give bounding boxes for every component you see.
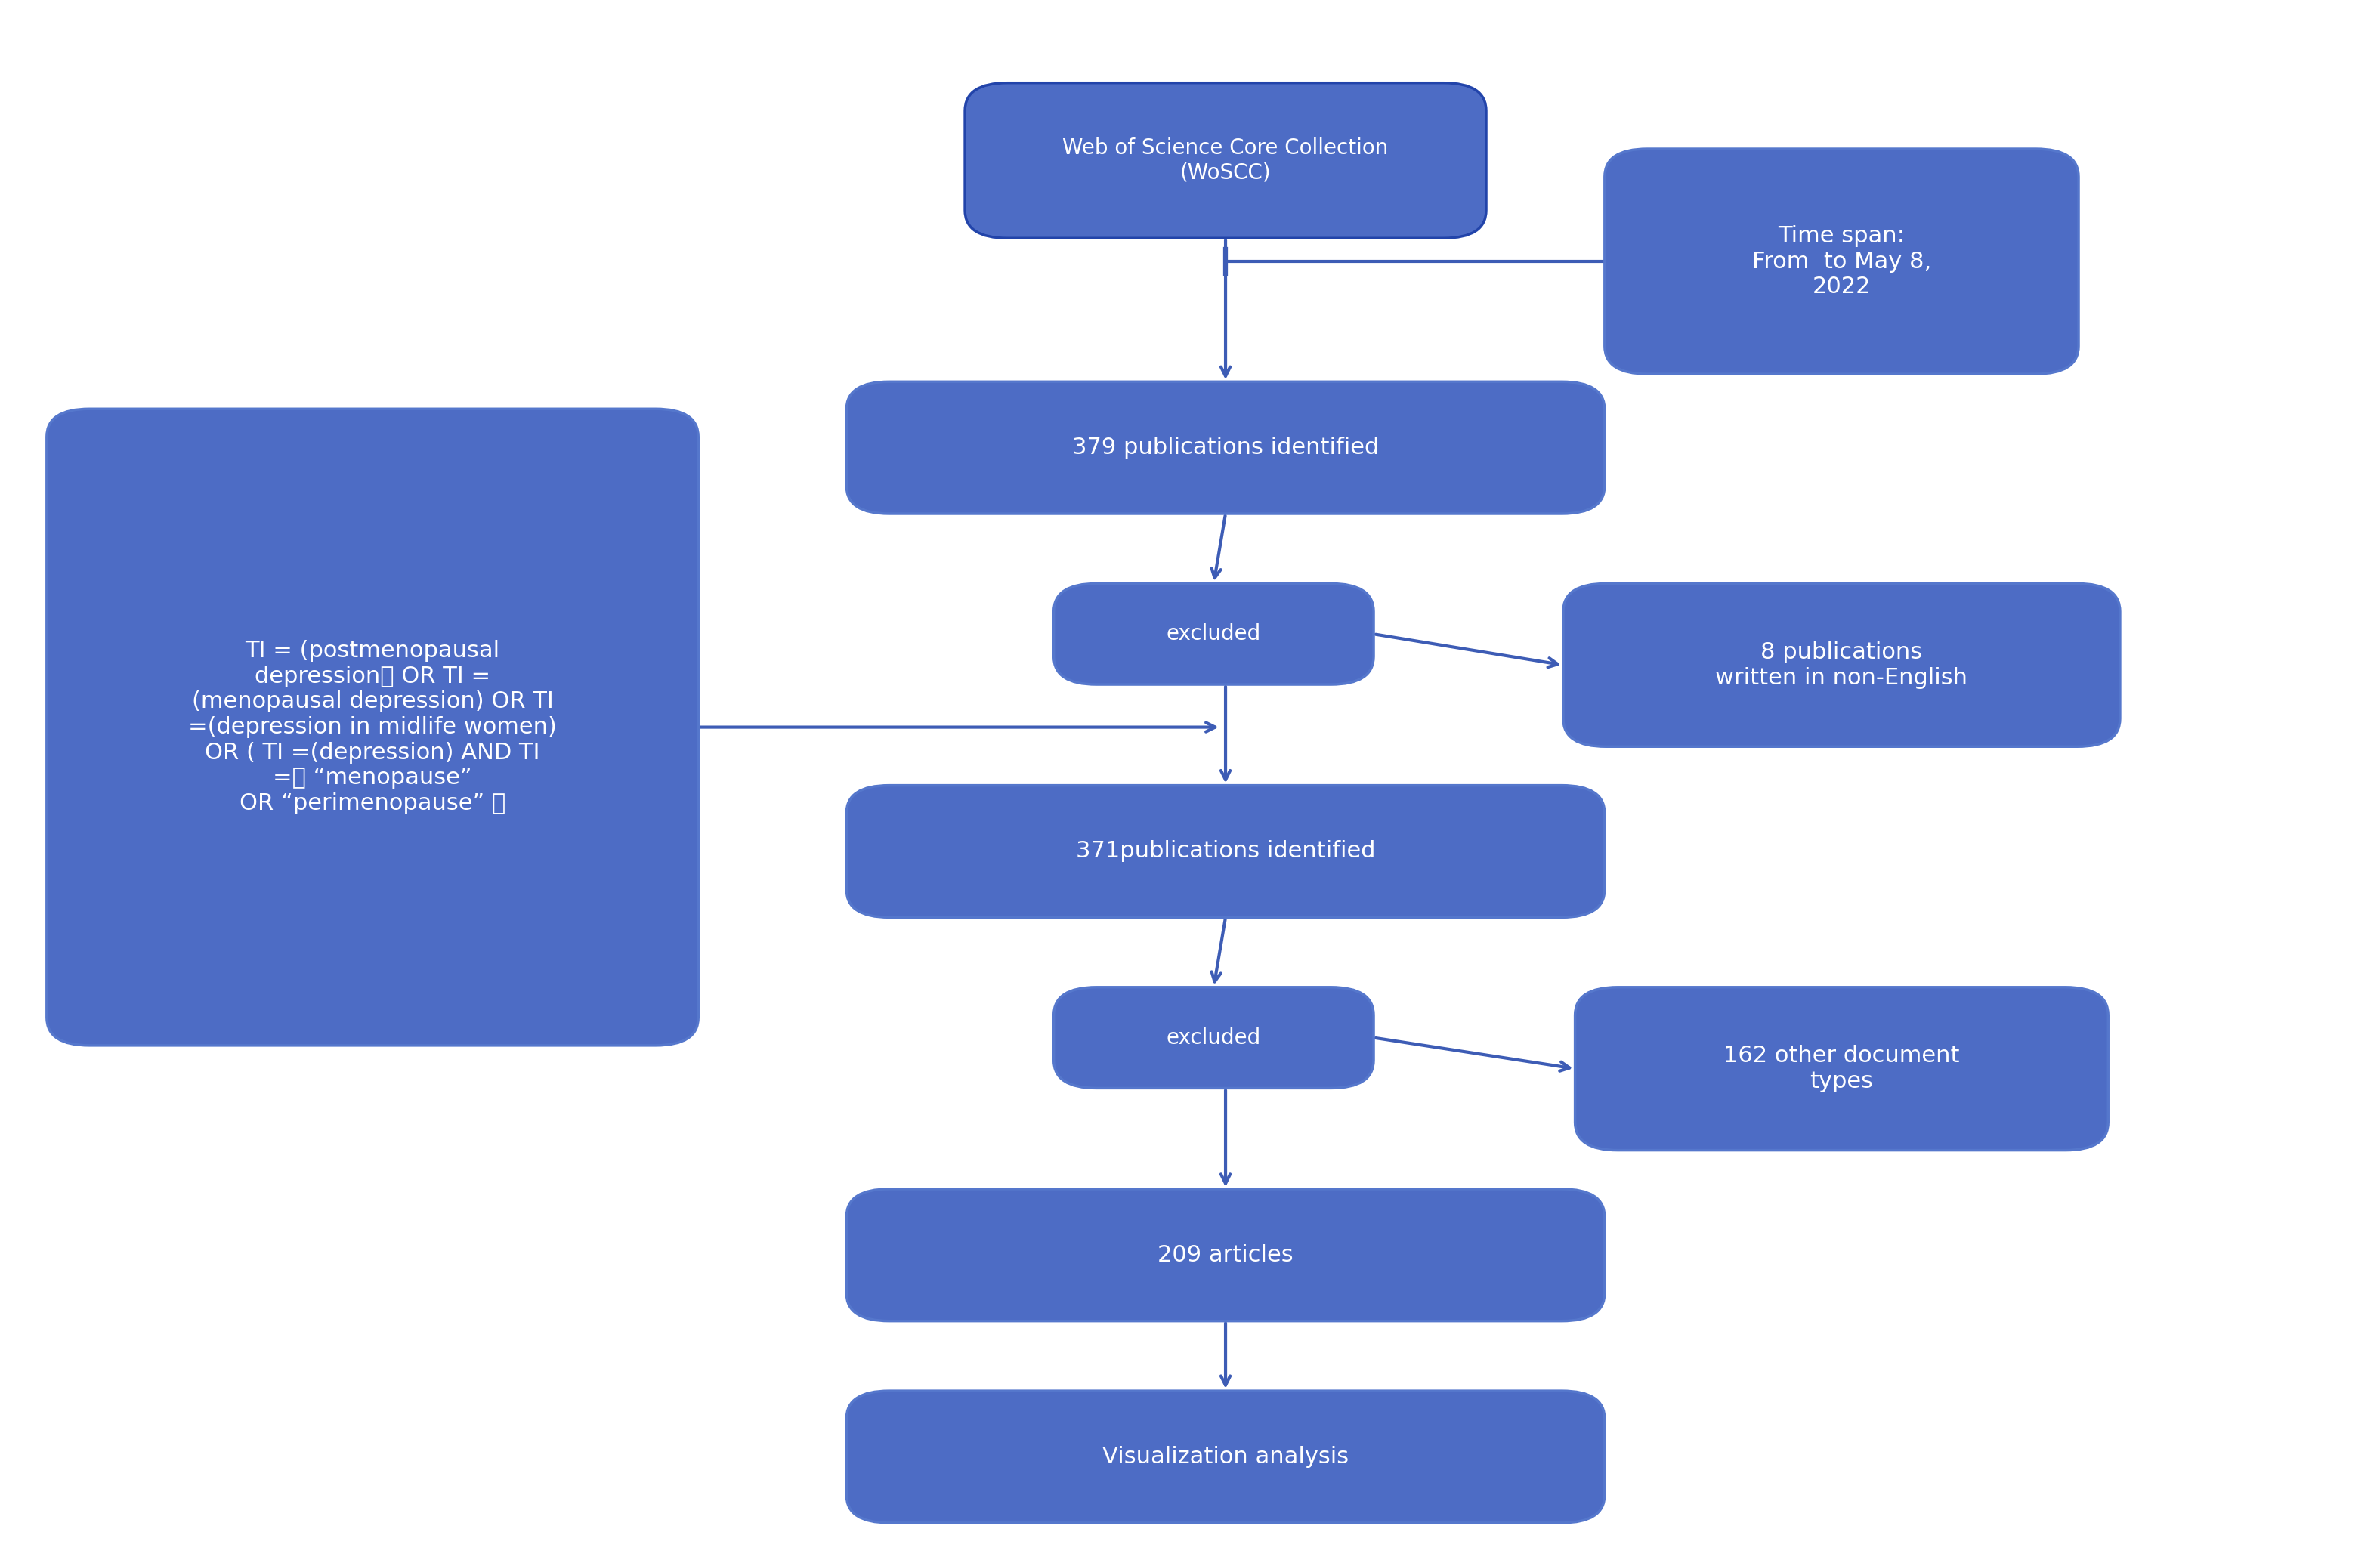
Text: 371publications identified: 371publications identified bbox=[1076, 841, 1376, 863]
FancyBboxPatch shape bbox=[847, 785, 1604, 917]
Text: TI = (postmenopausal
depression） OR TI =
(menopausal depression) OR TI
=(depress: TI = (postmenopausal depression） OR TI =… bbox=[188, 641, 557, 814]
Text: 379 publications identified: 379 publications identified bbox=[1071, 436, 1378, 458]
FancyBboxPatch shape bbox=[847, 381, 1604, 514]
FancyBboxPatch shape bbox=[964, 83, 1485, 238]
FancyBboxPatch shape bbox=[847, 1391, 1604, 1522]
Text: 209 articles: 209 articles bbox=[1157, 1244, 1292, 1266]
FancyBboxPatch shape bbox=[1604, 148, 2078, 374]
Text: Visualization analysis: Visualization analysis bbox=[1102, 1446, 1349, 1468]
Text: Time span:
From  to May 8,
2022: Time span: From to May 8, 2022 bbox=[1752, 225, 1930, 297]
Text: excluded: excluded bbox=[1166, 1027, 1261, 1049]
Text: excluded: excluded bbox=[1166, 624, 1261, 644]
FancyBboxPatch shape bbox=[847, 1189, 1604, 1321]
FancyBboxPatch shape bbox=[1054, 583, 1373, 685]
FancyBboxPatch shape bbox=[1564, 583, 2121, 747]
FancyBboxPatch shape bbox=[1054, 988, 1373, 1088]
Text: Web of Science Core Collection
(WoSCC): Web of Science Core Collection (WoSCC) bbox=[1061, 138, 1388, 183]
FancyBboxPatch shape bbox=[1576, 988, 2109, 1150]
FancyBboxPatch shape bbox=[48, 410, 697, 1046]
Text: 8 publications
written in non-English: 8 publications written in non-English bbox=[1716, 641, 1968, 689]
Text: 162 other document
types: 162 other document types bbox=[1723, 1046, 1959, 1093]
